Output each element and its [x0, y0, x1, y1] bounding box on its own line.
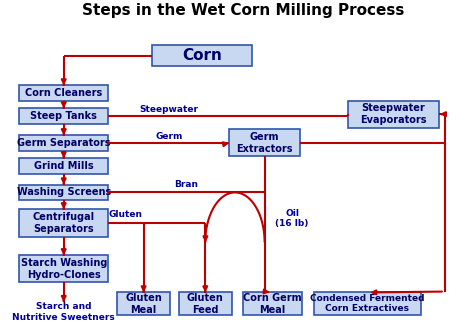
FancyBboxPatch shape	[19, 158, 108, 174]
FancyBboxPatch shape	[152, 45, 252, 66]
FancyBboxPatch shape	[19, 109, 108, 124]
Text: Gluten
Feed: Gluten Feed	[187, 293, 224, 314]
FancyBboxPatch shape	[229, 129, 300, 156]
Text: Oil
(16 lb): Oil (16 lb)	[275, 209, 309, 228]
FancyBboxPatch shape	[19, 135, 108, 151]
Text: Condensed Fermented
Corn Extractives: Condensed Fermented Corn Extractives	[310, 294, 425, 314]
Text: Grind Mills: Grind Mills	[34, 161, 93, 171]
Text: Gluten: Gluten	[109, 210, 143, 219]
Text: Corn: Corn	[182, 48, 222, 63]
Text: Germ: Germ	[155, 132, 182, 141]
FancyBboxPatch shape	[19, 255, 108, 282]
Text: Germ Separators: Germ Separators	[17, 138, 110, 148]
Text: Washing Screens: Washing Screens	[17, 187, 111, 197]
Text: Corn Germ
Meal: Corn Germ Meal	[243, 293, 302, 314]
Text: Steepwater: Steepwater	[139, 105, 198, 114]
Text: Bran: Bran	[174, 181, 199, 189]
FancyBboxPatch shape	[314, 292, 421, 315]
Text: Germ
Extractors: Germ Extractors	[237, 132, 293, 154]
Text: Centrifugal
Separators: Centrifugal Separators	[33, 212, 95, 234]
Title: Steps in the Wet Corn Milling Process: Steps in the Wet Corn Milling Process	[82, 3, 404, 18]
FancyBboxPatch shape	[19, 184, 108, 200]
FancyBboxPatch shape	[19, 85, 108, 101]
Text: Gluten
Meal: Gluten Meal	[125, 293, 162, 314]
FancyBboxPatch shape	[118, 292, 170, 315]
Text: Corn Cleaners: Corn Cleaners	[25, 88, 102, 98]
Text: Starch Washing
Hydro-Clones: Starch Washing Hydro-Clones	[20, 258, 107, 280]
Text: Starch and
Nutritive Sweetners: Starch and Nutritive Sweetners	[12, 302, 115, 321]
FancyBboxPatch shape	[348, 101, 439, 128]
FancyBboxPatch shape	[243, 292, 302, 315]
FancyBboxPatch shape	[19, 209, 108, 237]
Text: Steepwater
Evaporators: Steepwater Evaporators	[360, 103, 427, 125]
FancyBboxPatch shape	[179, 292, 231, 315]
Text: Steep Tanks: Steep Tanks	[30, 111, 97, 121]
